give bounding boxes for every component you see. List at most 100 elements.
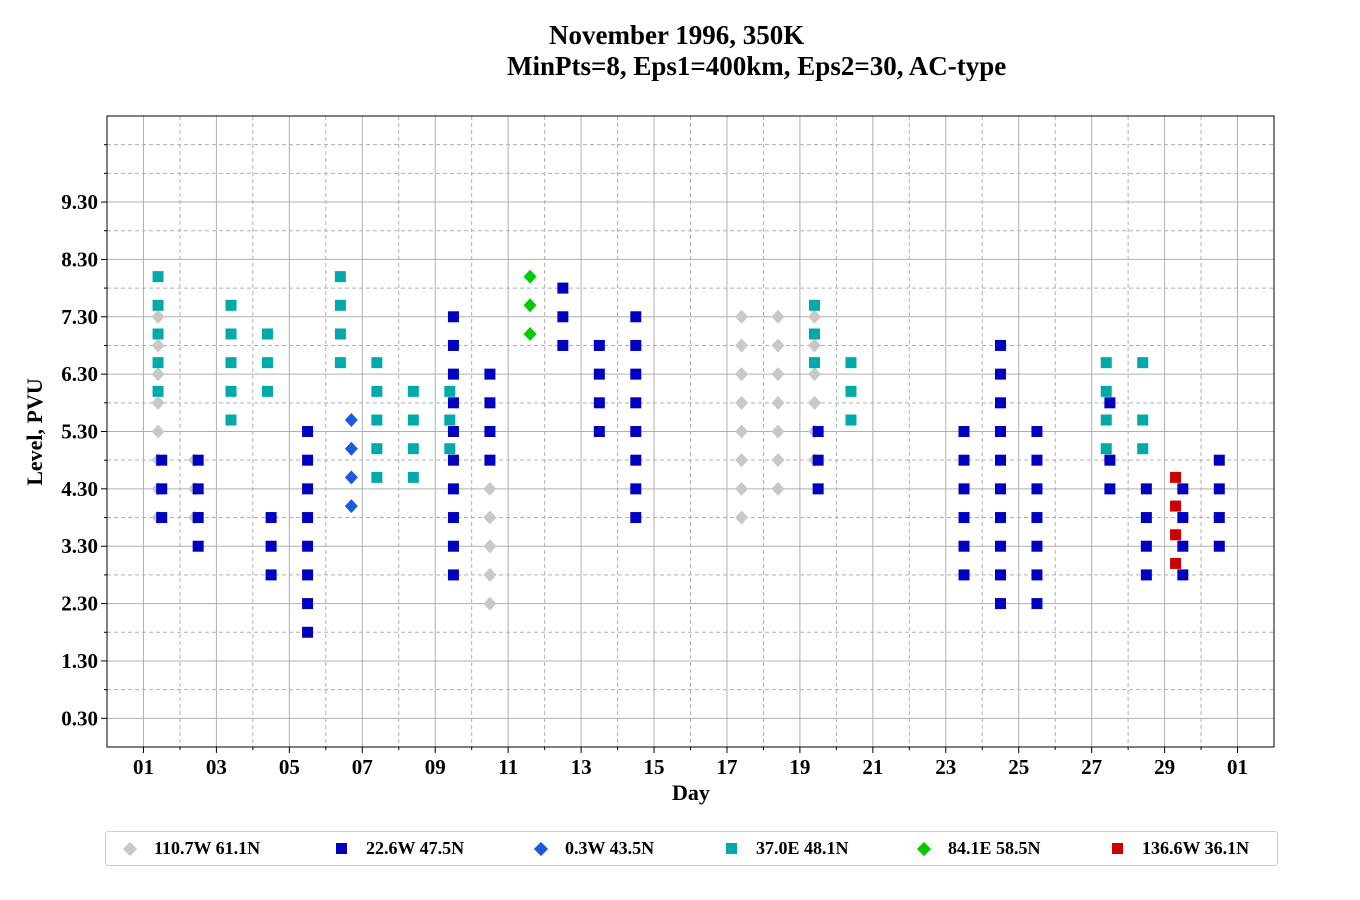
data-point <box>407 443 419 455</box>
data-point <box>1137 443 1149 455</box>
data-point <box>156 454 168 466</box>
data-point <box>447 512 459 524</box>
data-point <box>630 339 642 351</box>
data-point <box>371 385 383 397</box>
data-point <box>407 385 419 397</box>
y-tick-label: 4.30 <box>61 477 98 501</box>
grid-lines <box>107 116 1274 747</box>
data-point <box>994 512 1006 524</box>
data-point <box>735 367 749 382</box>
data-point <box>630 483 642 495</box>
data-point <box>812 426 824 437</box>
data-point <box>447 569 459 581</box>
data-point <box>407 414 419 426</box>
data-point <box>1104 454 1116 466</box>
data-point <box>261 385 273 397</box>
data-point <box>630 454 642 466</box>
data-point <box>593 397 605 409</box>
data-point <box>771 367 785 382</box>
data-point <box>630 368 642 380</box>
data-point <box>557 282 569 294</box>
data-point <box>344 441 358 456</box>
x-tick-label: 13 <box>571 755 592 779</box>
data-point <box>334 271 346 283</box>
data-point <box>807 395 821 410</box>
data-point <box>1213 512 1225 524</box>
legend-item: 0.3W 43.5N <box>533 832 655 865</box>
data-point <box>1031 598 1043 610</box>
data-points <box>151 269 1225 638</box>
data-point <box>447 454 459 466</box>
data-point <box>1170 529 1182 541</box>
data-point <box>302 626 314 638</box>
legend-label: 0.3W 43.5N <box>565 838 655 858</box>
data-point <box>630 426 642 437</box>
data-point <box>771 424 785 439</box>
x-tick-label: 17 <box>716 755 737 779</box>
data-point <box>261 357 273 369</box>
data-point <box>484 426 496 437</box>
data-point <box>735 481 749 496</box>
data-point <box>156 483 168 495</box>
data-point <box>483 510 497 525</box>
chart-title: November 1996, 350K <box>549 20 805 50</box>
data-point <box>1100 414 1112 426</box>
data-point <box>523 326 537 341</box>
data-point <box>483 596 497 611</box>
x-tick-label: 15 <box>644 755 665 779</box>
data-point <box>958 540 970 552</box>
data-point <box>344 413 358 428</box>
data-point <box>302 512 314 524</box>
data-point <box>371 443 383 455</box>
data-point <box>483 539 497 554</box>
x-tick-label: 23 <box>935 755 956 779</box>
data-point <box>735 338 749 353</box>
data-point <box>447 483 459 495</box>
data-point <box>1031 569 1043 581</box>
data-point <box>192 483 204 495</box>
data-point <box>771 481 785 496</box>
data-point <box>151 395 165 410</box>
data-point <box>771 453 785 468</box>
data-point <box>152 357 164 369</box>
data-point <box>630 512 642 524</box>
data-point <box>152 271 164 283</box>
data-point <box>1104 397 1116 409</box>
legend-swatch <box>533 841 549 856</box>
data-point <box>1031 512 1043 524</box>
data-point <box>771 309 785 324</box>
data-point <box>1100 443 1112 455</box>
y-axis-label: Level, PVU <box>22 378 47 486</box>
legend-item: 37.0E 48.1N <box>726 832 849 865</box>
x-tick-label: 05 <box>279 755 300 779</box>
data-point <box>265 569 277 581</box>
data-point <box>447 368 459 380</box>
data-point <box>444 385 456 397</box>
data-point <box>302 540 314 552</box>
data-point <box>1100 385 1112 397</box>
data-point <box>1140 540 1152 552</box>
data-point <box>152 385 164 397</box>
data-point <box>808 357 820 369</box>
data-point <box>447 311 459 323</box>
legend-item: 22.6W 47.5N <box>336 832 464 865</box>
legend-item: 84.1E 58.5N <box>916 832 1041 865</box>
y-tick-label: 7.30 <box>61 305 98 329</box>
data-point <box>1170 557 1182 569</box>
x-tick-label: 01 <box>133 755 154 779</box>
legend-label: 110.7W 61.1N <box>154 838 261 858</box>
chart-legend: 110.7W 61.1N 22.6W 47.5N 0.3W 43.5N 37.0E 4… <box>105 831 1278 866</box>
data-point <box>994 368 1006 380</box>
x-tick-label: 09 <box>425 755 446 779</box>
data-point <box>192 512 204 524</box>
data-point <box>371 414 383 426</box>
ticks: 01 03 05 07 09 11 13 15 17 19 21 23 25 27 29 01 0.30 1.30… <box>61 144 1248 779</box>
legend-label: 84.1E 58.5N <box>948 838 1041 858</box>
data-point <box>735 395 749 410</box>
data-point <box>334 328 346 340</box>
data-point <box>808 299 820 311</box>
data-point <box>152 299 164 311</box>
data-point <box>447 339 459 351</box>
data-point <box>771 338 785 353</box>
data-point <box>265 540 277 552</box>
